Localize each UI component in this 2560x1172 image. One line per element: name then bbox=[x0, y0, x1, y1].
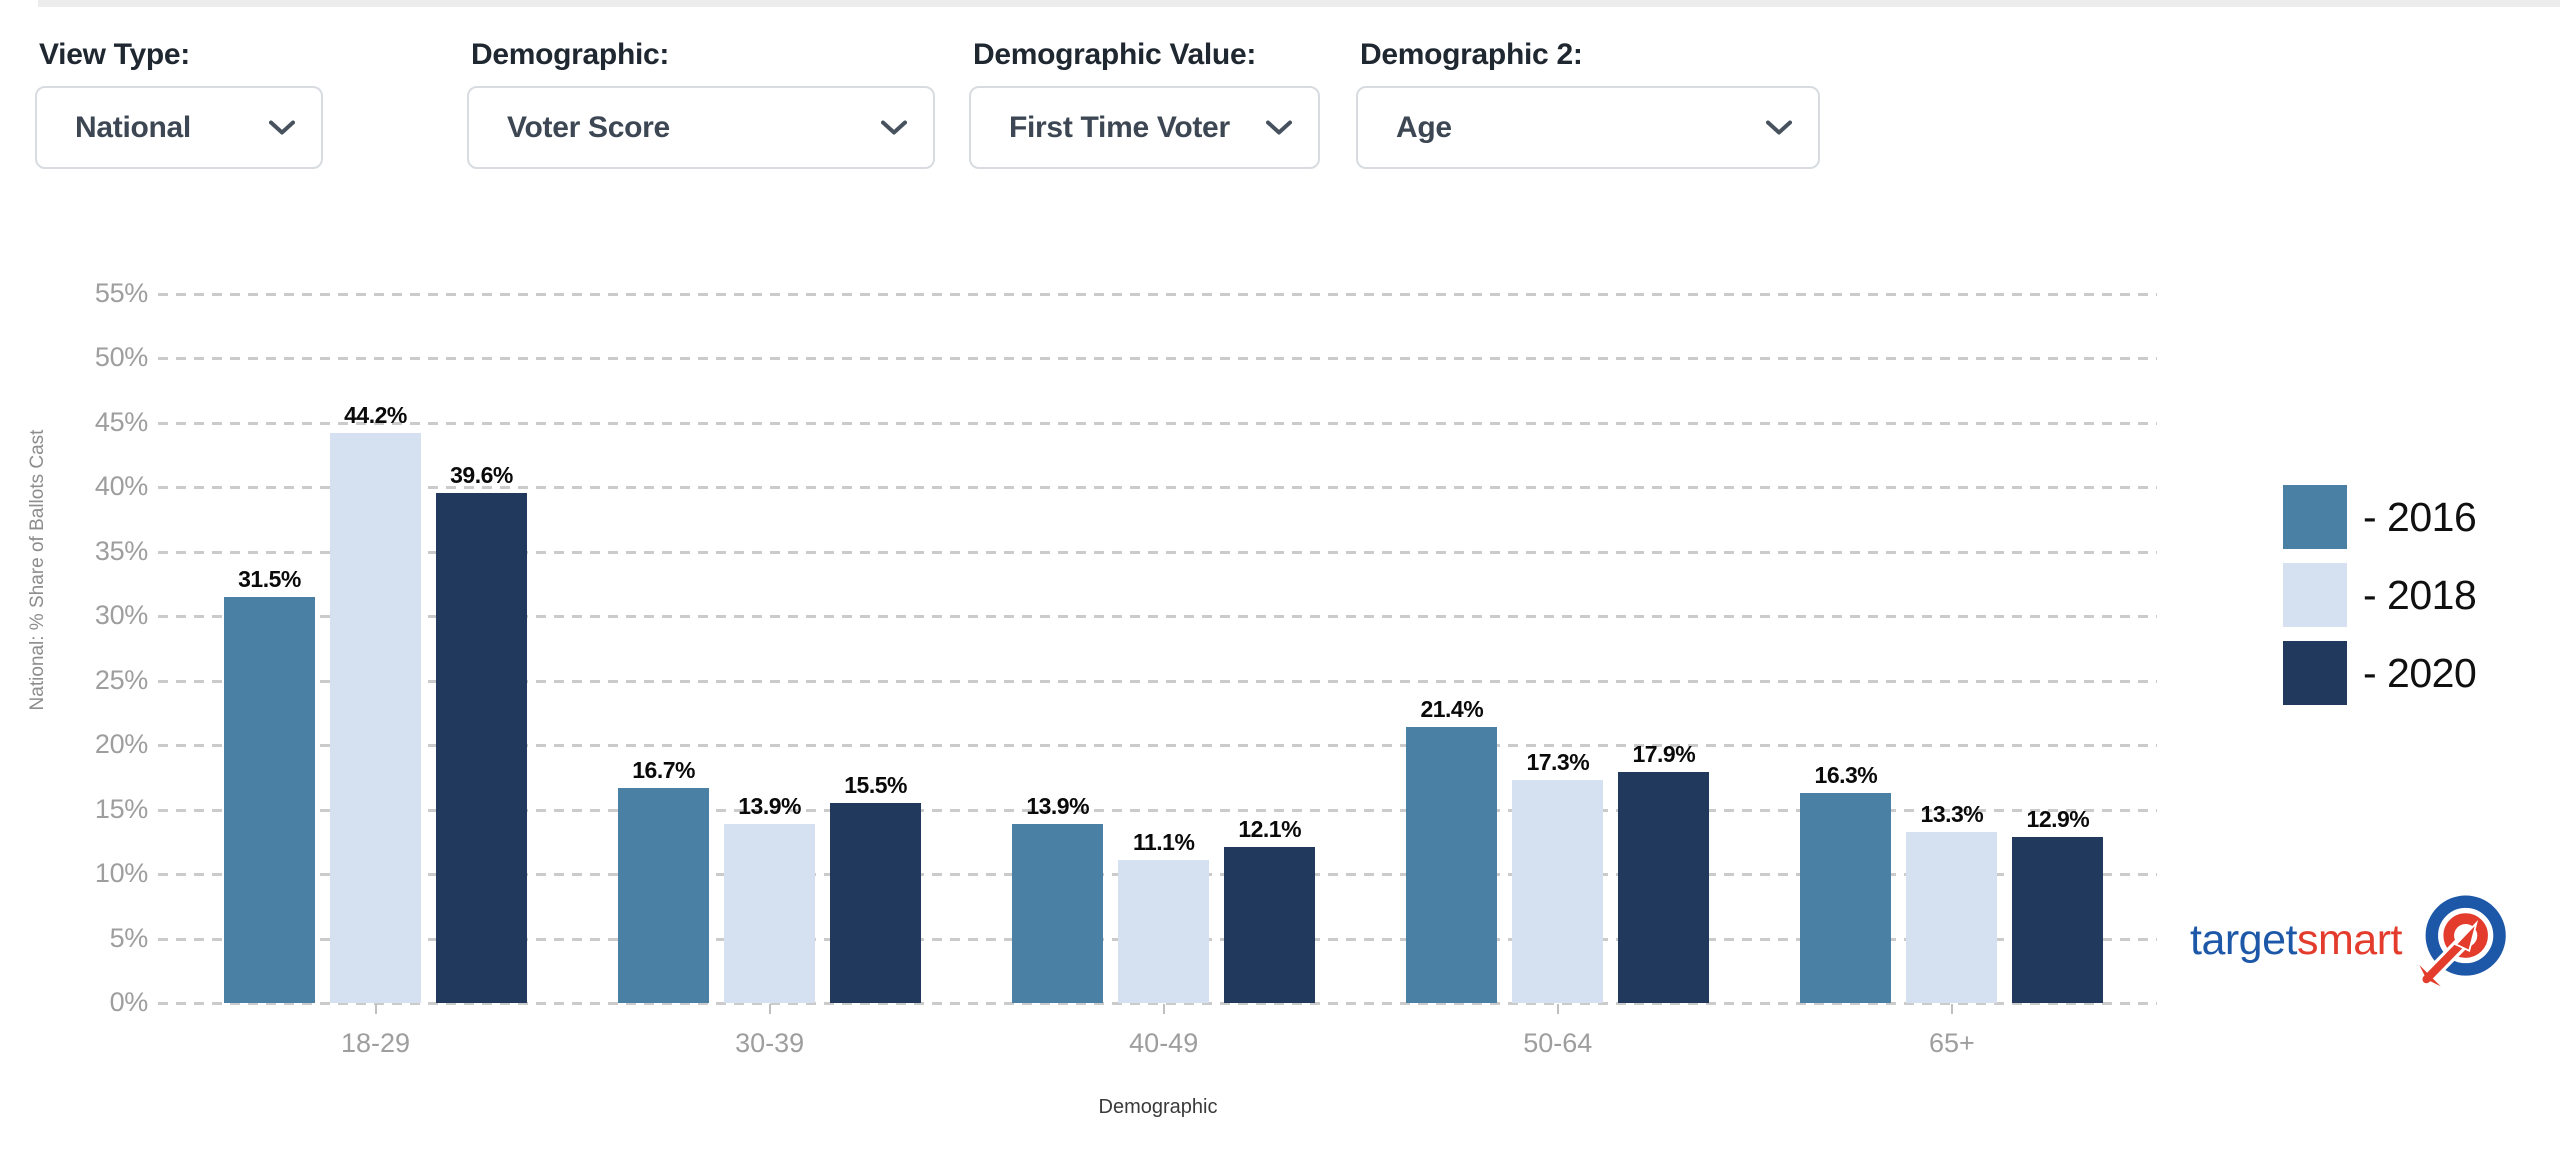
bar-value-label: 16.3% bbox=[1814, 761, 1878, 788]
x-axis-tick-label: 18-29 bbox=[340, 1028, 411, 1058]
x-axis-title: Demographic bbox=[1098, 1096, 1218, 1118]
view-type-select[interactable]: National bbox=[35, 86, 323, 169]
x-axis-tick bbox=[1162, 1004, 1165, 1014]
bar-value-label: 21.4% bbox=[1420, 696, 1484, 723]
bar-2018-65+[interactable] bbox=[1906, 831, 1998, 1003]
legend-swatch bbox=[2283, 641, 2347, 705]
demographic-value-label: Demographic Value: bbox=[973, 38, 1257, 71]
bar-value-label: 13.9% bbox=[1026, 792, 1090, 819]
bar-value-label: 12.9% bbox=[2026, 805, 2090, 832]
x-axis-tick bbox=[1950, 1004, 1953, 1014]
view-type-label: View Type: bbox=[39, 38, 190, 71]
legend-label: - 2020 bbox=[2363, 649, 2477, 696]
x-axis-tick-label: 50-64 bbox=[1523, 1028, 1593, 1058]
y-axis-tick-label: 25% bbox=[94, 664, 148, 695]
bar-2018-40-49[interactable] bbox=[1118, 859, 1210, 1003]
y-gridline bbox=[158, 744, 2157, 748]
targetsmart-logo: target smart bbox=[2190, 888, 2512, 992]
bar-2018-50-64[interactable] bbox=[1512, 779, 1604, 1003]
bar-2020-30-39[interactable] bbox=[830, 803, 922, 1003]
y-gridline bbox=[158, 1002, 2157, 1005]
y-axis-tick-label: 50% bbox=[94, 342, 148, 373]
y-gridline bbox=[158, 679, 2157, 683]
bar-value-label: 16.7% bbox=[632, 756, 695, 783]
bar-2018-30-39[interactable] bbox=[724, 823, 816, 1003]
bar-2018-18-29[interactable] bbox=[330, 433, 421, 1003]
x-axis-tick-label: 40-49 bbox=[1129, 1028, 1199, 1058]
chart-legend: - 2016 - 2018 - 2020 bbox=[2283, 485, 2477, 719]
x-axis-tick bbox=[768, 1004, 771, 1014]
y-gridline bbox=[158, 486, 2157, 490]
legend-item-2018[interactable]: - 2018 bbox=[2283, 563, 2477, 627]
y-axis-tick-label: 40% bbox=[94, 471, 148, 502]
y-gridline bbox=[158, 357, 2157, 361]
bar-2016-50-64[interactable] bbox=[1406, 727, 1498, 1003]
bar-value-label: 31.5% bbox=[238, 565, 301, 592]
top-scrollbar-track bbox=[38, 0, 2560, 7]
y-gridline bbox=[158, 421, 2157, 425]
demographic-2-select[interactable]: Age bbox=[1356, 86, 1820, 169]
x-axis-tick bbox=[374, 1004, 377, 1014]
bar-2016-30-39[interactable] bbox=[618, 787, 710, 1003]
bar-value-label: 13.3% bbox=[1920, 800, 1984, 827]
bar-value-label: 39.6% bbox=[450, 461, 513, 488]
bar-value-label: 13.9% bbox=[738, 792, 801, 819]
bar-value-label: 11.1% bbox=[1132, 828, 1195, 855]
y-axis-tick-label: 45% bbox=[94, 406, 148, 437]
demographic-selected-value: Voter Score bbox=[507, 110, 670, 144]
bar-2016-18-29[interactable] bbox=[224, 596, 315, 1003]
bar-2020-18-29[interactable] bbox=[436, 492, 527, 1003]
y-gridline bbox=[158, 550, 2157, 554]
y-gridline bbox=[158, 293, 2157, 296]
demographic-label: Demographic: bbox=[471, 38, 670, 71]
bar-value-label: 15.5% bbox=[844, 772, 907, 799]
legend-swatch bbox=[2283, 563, 2347, 627]
demographic-value-select[interactable]: First Time Voter bbox=[969, 86, 1320, 169]
bar-2020-65+[interactable] bbox=[2012, 836, 2104, 1003]
legend-label: - 2018 bbox=[2363, 571, 2477, 618]
filter-view-type: View Type: National bbox=[35, 38, 323, 169]
filter-demographic-value: Demographic Value: First Time Voter bbox=[969, 38, 1320, 169]
chevron-down-icon bbox=[269, 120, 295, 135]
x-axis-tick-label: 65+ bbox=[1928, 1028, 1975, 1058]
filter-demographic-2: Demographic 2: Age bbox=[1356, 38, 1820, 169]
chevron-down-icon bbox=[1266, 120, 1292, 135]
y-axis-tick-label: 5% bbox=[109, 922, 149, 953]
filter-demographic: Demographic: Voter Score bbox=[467, 38, 935, 169]
bar-value-label: 44.2% bbox=[344, 402, 407, 429]
logo-text-blue: target bbox=[2190, 915, 2297, 964]
bullseye-arrow-icon bbox=[2419, 895, 2506, 987]
legend-label: - 2016 bbox=[2363, 493, 2477, 540]
bar-2016-40-49[interactable] bbox=[1012, 823, 1104, 1003]
bar-value-label: 12.1% bbox=[1238, 816, 1302, 843]
demographic-2-label: Demographic 2: bbox=[1360, 38, 1583, 71]
y-axis-tick-label: 20% bbox=[94, 729, 148, 760]
demographic-2-selected-value: Age bbox=[1396, 110, 1452, 144]
y-gridline bbox=[158, 808, 2157, 812]
x-axis-tick bbox=[1556, 1004, 1559, 1014]
y-axis-tick-label: 30% bbox=[94, 600, 148, 631]
legend-swatch bbox=[2283, 485, 2347, 549]
bar-value-label: 17.9% bbox=[1632, 741, 1696, 768]
bar-2016-65+[interactable] bbox=[1800, 792, 1892, 1003]
bar-value-label: 17.3% bbox=[1526, 748, 1590, 775]
y-axis-tick-label: 10% bbox=[94, 858, 148, 889]
bar-2020-40-49[interactable] bbox=[1224, 847, 1316, 1003]
y-axis-tick-label: 35% bbox=[94, 535, 148, 566]
logo-text-red: smart bbox=[2296, 915, 2403, 964]
y-axis-tick-label: 55% bbox=[94, 278, 148, 308]
x-axis-tick-label: 30-39 bbox=[735, 1028, 805, 1058]
bar-2020-50-64[interactable] bbox=[1618, 772, 1710, 1003]
legend-item-2016[interactable]: - 2016 bbox=[2283, 485, 2477, 549]
chevron-down-icon bbox=[1766, 120, 1792, 135]
y-axis-tick-label: 0% bbox=[109, 987, 149, 1017]
legend-item-2020[interactable]: - 2020 bbox=[2283, 641, 2477, 705]
y-gridline bbox=[158, 615, 2157, 619]
y-axis-tick-label: 15% bbox=[94, 793, 148, 824]
demographic-value-selected-value: First Time Voter bbox=[1009, 110, 1230, 144]
view-type-selected-value: National bbox=[75, 110, 191, 144]
demographic-select[interactable]: Voter Score bbox=[467, 86, 935, 169]
chevron-down-icon bbox=[881, 120, 907, 135]
